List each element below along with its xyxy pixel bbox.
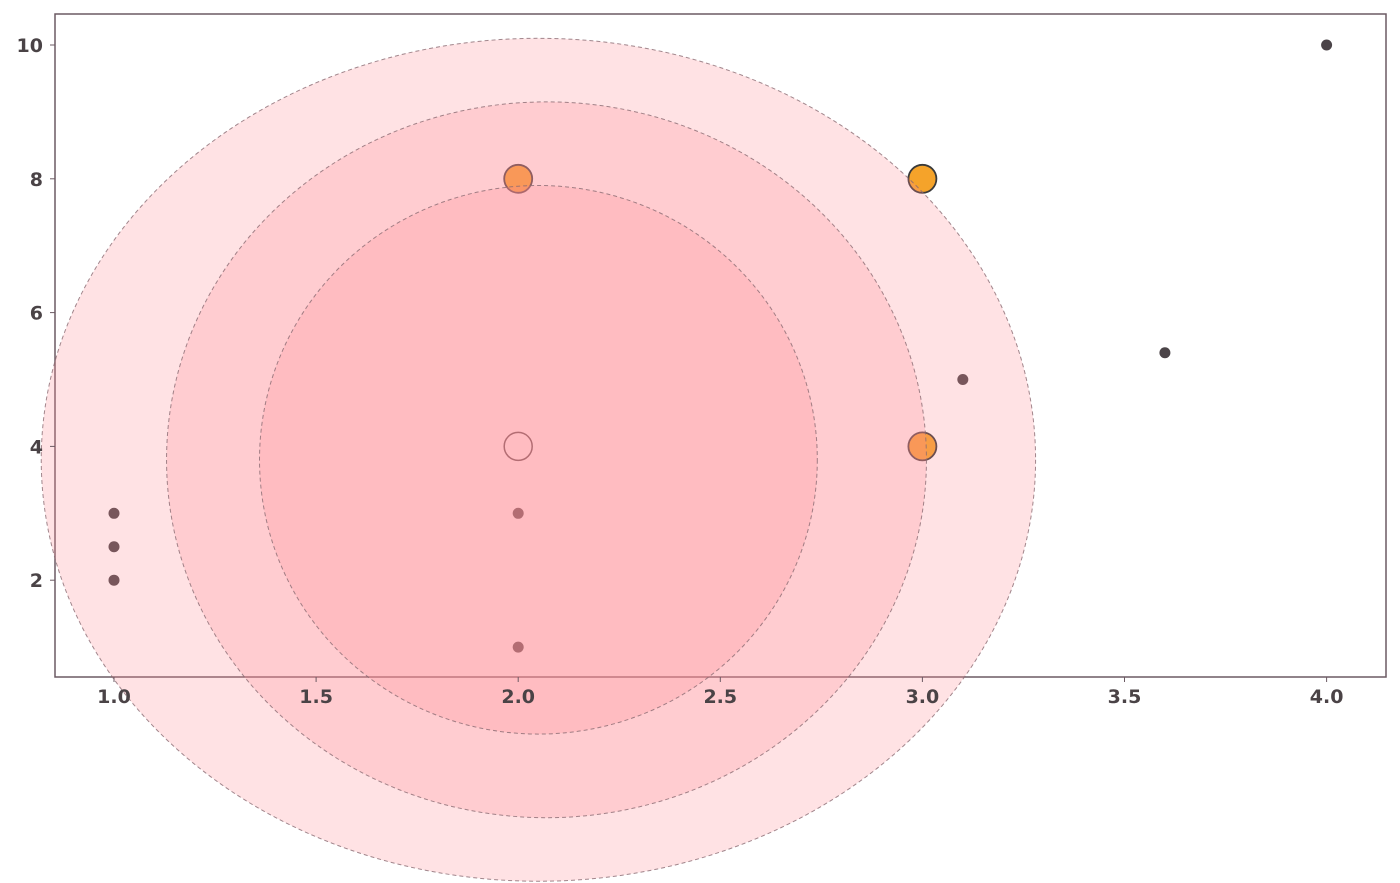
overlay-ring-3 — [259, 184, 818, 735]
data-point-2 — [108, 541, 120, 553]
y-tick-label-4: 8 — [30, 169, 43, 191]
data-point-3 — [108, 507, 120, 519]
y-tick-label-2: 4 — [30, 436, 43, 458]
data-point-11 — [907, 163, 938, 194]
data-point-5 — [512, 507, 524, 519]
x-tick-label-2: 1.5 — [299, 686, 333, 708]
x-tick-label-6: 3.5 — [1108, 686, 1142, 708]
data-point-8 — [1321, 39, 1333, 51]
x-tick-label-1: 1.0 — [97, 686, 131, 708]
y-tick-label-1: 2 — [30, 570, 43, 592]
data-point-6 — [957, 374, 969, 385]
x-tick-label-4: 2.5 — [703, 686, 737, 708]
overlay-ring-1 — [40, 37, 1037, 882]
x-tick-label-7: 4.0 — [1310, 686, 1344, 708]
data-point-1 — [108, 574, 120, 586]
x-tick-label-3: 2.0 — [501, 686, 535, 708]
y-tick-label-3: 6 — [30, 303, 43, 325]
data-point-12 — [907, 431, 938, 462]
overlay-ring-2 — [166, 101, 927, 819]
x-tick-label-5: 3.0 — [906, 686, 940, 708]
data-point-9 — [503, 431, 533, 462]
data-point-4 — [512, 641, 524, 653]
y-tick-label-5: 10 — [17, 35, 43, 57]
data-point-7 — [1159, 347, 1171, 359]
